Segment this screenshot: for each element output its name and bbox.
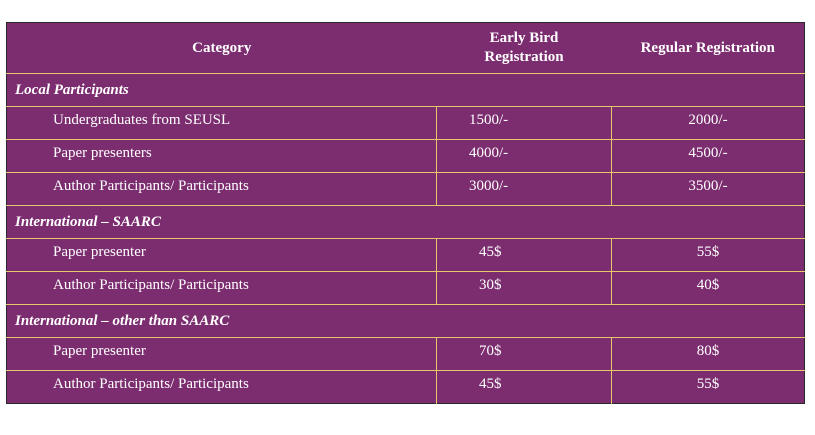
- row-early-fee: 1500/-: [469, 111, 509, 128]
- table-row: Author Participants/ Participants 30$ 40…: [6, 271, 805, 305]
- table-row: Paper presenter 70$ 80$: [6, 337, 805, 371]
- row-regular-fee: 80$: [696, 342, 720, 359]
- row-regular-fee: 4500/-: [688, 144, 728, 161]
- row-early-fee: 30$: [479, 276, 502, 293]
- section-title: International – SAARC: [6, 205, 805, 239]
- row-regular-fee: 3500/-: [688, 177, 728, 194]
- table-row: Author Participants/ Participants 45$ 55…: [6, 370, 805, 404]
- header-category: Category: [6, 22, 437, 74]
- header-early-bird-line1: Early Bird: [489, 30, 559, 46]
- row-regular-fee: 40$: [696, 276, 720, 293]
- table-row: Undergraduates from SEUSL 1500/- 2000/-: [6, 106, 805, 140]
- table-row: Author Participants/ Participants 3000/-…: [6, 172, 805, 206]
- header-early-bird: Early Bird Registration: [436, 22, 612, 74]
- table-row: Paper presenter 45$ 55$: [6, 238, 805, 272]
- row-regular-fee: 55$: [696, 375, 720, 392]
- row-category: Author Participants/ Participants: [53, 276, 249, 293]
- row-regular-fee: 55$: [696, 243, 720, 260]
- header-early-bird-line2: Registration: [484, 49, 564, 65]
- row-category: Undergraduates from SEUSL: [53, 111, 231, 128]
- row-early-fee: 70$: [479, 342, 502, 359]
- section-title: International – other than SAARC: [6, 304, 805, 338]
- header-regular: Regular Registration: [611, 22, 805, 74]
- row-category: Author Participants/ Participants: [53, 375, 249, 392]
- table-header-row: Category Early Bird Registration Regular…: [6, 22, 805, 74]
- row-category: Paper presenter: [53, 243, 146, 260]
- section-row-non-saarc: International – other than SAARC: [6, 304, 805, 338]
- row-early-fee: 3000/-: [469, 177, 509, 194]
- row-early-fee: 45$: [479, 375, 502, 392]
- row-category: Author Participants/ Participants: [53, 177, 249, 194]
- row-early-fee: 4000/-: [469, 144, 509, 161]
- section-row-saarc: International – SAARC: [6, 205, 805, 239]
- row-regular-fee: 2000/-: [688, 111, 728, 128]
- section-title: Local Participants: [6, 73, 805, 107]
- row-category: Paper presenter: [53, 342, 146, 359]
- section-row-local: Local Participants: [6, 73, 805, 107]
- row-category: Paper presenters: [53, 144, 152, 161]
- table-row: Paper presenters 4000/- 4500/-: [6, 139, 805, 173]
- registration-fee-table: Category Early Bird Registration Regular…: [6, 22, 805, 404]
- row-early-fee: 45$: [479, 243, 502, 260]
